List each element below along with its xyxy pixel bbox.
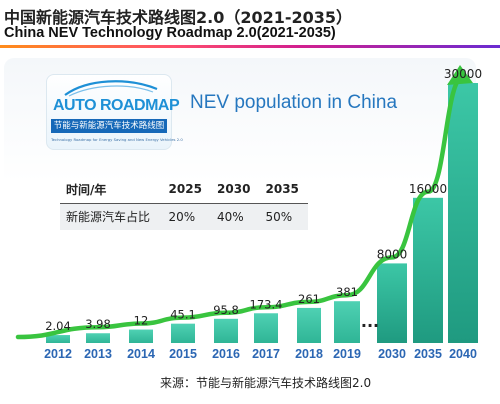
bar-2015 — [171, 323, 195, 343]
year-label-2040: 2040 — [449, 347, 477, 361]
year-label-2018: 2018 — [295, 347, 323, 361]
source-note: 来源：节能与新能源汽车技术路线图2.0 — [160, 376, 372, 390]
share-table-header-cell: 2030 — [211, 176, 260, 204]
bar-2030 — [377, 263, 407, 343]
year-label-2035: 2035 — [414, 347, 442, 361]
value-label-2018: 261 — [298, 292, 320, 306]
axis-gap-marker: ... — [361, 312, 379, 331]
year-label-2019: 2019 — [333, 347, 361, 361]
year-label-2012: 2012 — [44, 347, 72, 361]
year-label-2030: 2030 — [378, 347, 406, 361]
bar-2017 — [254, 313, 278, 343]
share-table-header: 时间/年 2025 2030 2035 — [60, 176, 308, 204]
share-table-header-cell: 2035 — [259, 176, 308, 204]
trend-arrow-head — [447, 65, 473, 85]
share-table-header-cell: 时间/年 — [60, 176, 163, 204]
value-label-2019: 381 — [336, 285, 358, 299]
bar-2040 — [448, 83, 478, 343]
value-label-2035: 16000 — [409, 182, 447, 196]
bar-2016 — [214, 318, 238, 343]
car-swoosh-icon — [64, 80, 158, 97]
value-label-2012: 2.04 — [45, 319, 71, 333]
chart-heading: NEV population in China — [190, 92, 398, 113]
year-label-2017: 2017 — [252, 347, 280, 361]
value-label-2016: 95.8 — [213, 303, 239, 317]
nev-share-table: 时间/年 2025 2030 2035 新能源汽车占比 20% 40% 50% — [60, 176, 308, 230]
page-title-cn: 中国新能源汽车技术路线图2.0（2021-2035） — [4, 8, 353, 27]
bar-2014 — [129, 329, 153, 343]
share-table-cell: 20% — [162, 203, 212, 230]
share-table-row: 新能源汽车占比 20% 40% 50% — [60, 203, 308, 230]
share-table-cell: 新能源汽车占比 — [60, 203, 163, 230]
share-table-cell: 50% — [259, 203, 308, 230]
bar-2018 — [297, 307, 321, 343]
value-label-2013: 3.98 — [85, 317, 111, 331]
value-label-2017: 173.4 — [250, 297, 283, 311]
value-label-2015: 45.1 — [170, 308, 196, 322]
year-label-2014: 2014 — [127, 347, 155, 361]
year-label-2015: 2015 — [169, 347, 197, 361]
logo-subtitle-cn: 节能与新能源汽车技术路线图 — [51, 119, 167, 133]
logo-subtitle-en: Technology Roadmap for Energy Saving and… — [51, 137, 183, 142]
year-label-2016: 2016 — [212, 347, 240, 361]
value-label-2030: 8000 — [377, 247, 408, 261]
page-title-en: China NEV Technology Roadmap 2.0(2021-20… — [4, 25, 336, 41]
value-label-2040: 30000 — [444, 67, 482, 81]
value-label-2014: 12 — [134, 314, 149, 328]
year-label-2013: 2013 — [84, 347, 112, 361]
bar-2035 — [413, 197, 443, 343]
bar-2013 — [86, 333, 110, 343]
bar-2012 — [46, 335, 70, 343]
bar-2019 — [334, 301, 360, 343]
logo-wordmark: AUTO ROADMAP — [53, 97, 180, 114]
share-table-cell: 40% — [211, 203, 260, 230]
gradient-divider — [0, 45, 500, 48]
share-table-header-cell: 2025 — [162, 176, 212, 204]
auto-roadmap-logo: AUTO ROADMAP 节能与新能源汽车技术路线图 Technology Ro… — [46, 74, 183, 150]
trend-arrow-line — [15, 74, 466, 340]
